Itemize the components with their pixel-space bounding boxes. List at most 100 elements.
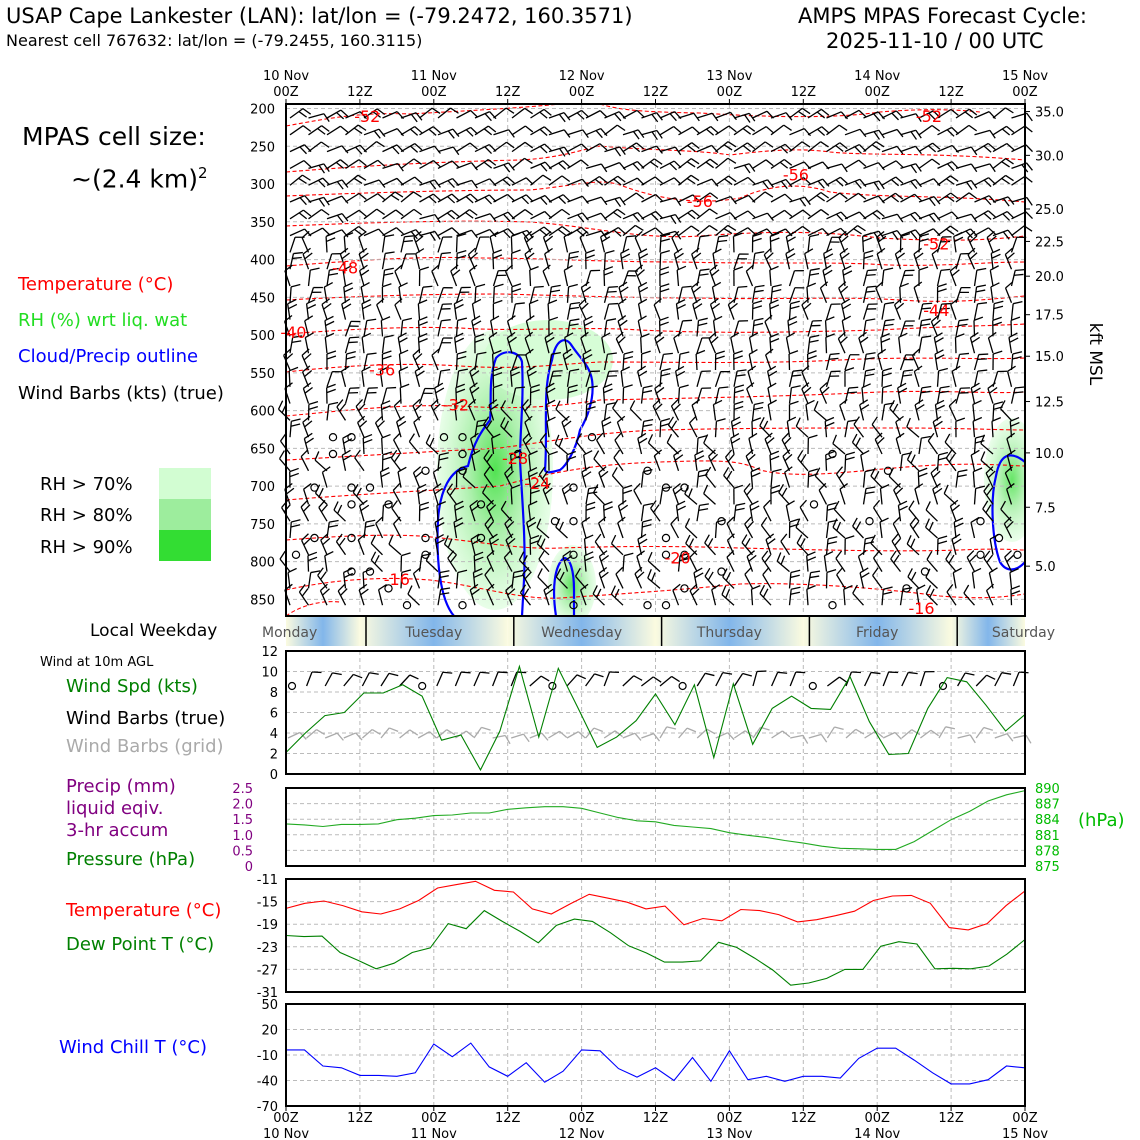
wind-barb — [670, 398, 681, 421]
barb-flag — [764, 554, 772, 563]
barb-flag — [600, 470, 609, 478]
wind-barb — [973, 316, 984, 337]
barb-flag — [1001, 177, 1010, 185]
barb-staff — [566, 303, 572, 320]
barb-flag — [594, 178, 604, 186]
barb-flag — [371, 728, 381, 735]
barb-flag — [889, 399, 895, 409]
barb-flag — [524, 331, 534, 339]
barb-staff — [936, 538, 939, 555]
wind-barb — [788, 400, 799, 421]
barb-staff — [380, 672, 390, 687]
barb-flag — [673, 247, 683, 255]
barb-flag — [836, 521, 842, 531]
barb-flag — [381, 316, 391, 322]
barb-flag — [451, 193, 460, 201]
wind-barb — [973, 369, 988, 387]
wind-barb — [566, 250, 579, 270]
wind-barb — [844, 128, 867, 138]
barb-flag — [471, 370, 480, 377]
wind-barb — [974, 177, 996, 188]
barb-flag — [546, 399, 556, 406]
barb-staff — [825, 237, 833, 253]
wind-barb — [377, 584, 387, 606]
barb-staff — [1004, 556, 1013, 572]
cell-info: Nearest cell 767632: lat/lon = (-79.2455… — [6, 31, 423, 50]
barb-staff — [622, 387, 625, 404]
calm-marker — [569, 483, 578, 492]
wind-barb — [906, 450, 920, 472]
barb-flag — [840, 285, 849, 294]
wind-barb — [691, 399, 701, 421]
barb-flag — [1006, 733, 1014, 742]
barb-staff — [537, 576, 550, 589]
barb-flag — [853, 228, 862, 235]
wind-barb — [824, 416, 835, 438]
barb-flag — [976, 267, 987, 271]
barb-flag — [569, 368, 580, 372]
barb-flag — [872, 567, 879, 576]
barb-flag — [857, 225, 866, 232]
barb-flag — [777, 671, 788, 674]
barb-flag — [538, 550, 545, 560]
barb-flag — [747, 227, 756, 235]
barb-flag — [524, 157, 533, 164]
pressure-tick-label: 550 — [250, 367, 275, 382]
barb-flag — [544, 247, 553, 255]
barb-staff — [412, 472, 421, 488]
wind-barb — [844, 419, 858, 438]
wind-barb — [770, 484, 781, 505]
barb-flag — [510, 450, 520, 456]
wind-barb — [585, 385, 598, 404]
barb-flag — [290, 423, 301, 427]
wind-barb — [930, 466, 941, 488]
wind-barb — [400, 208, 423, 220]
wind-barb — [733, 320, 749, 337]
wind-barb — [881, 301, 895, 320]
barb-flag — [566, 455, 577, 461]
barb-staff — [973, 270, 978, 287]
barb-flag — [530, 539, 540, 545]
barb-flag — [877, 195, 885, 204]
wind-barb — [714, 386, 729, 404]
isotherm-label: -56 — [687, 192, 713, 211]
barb-flag — [976, 284, 986, 288]
barb-flag — [967, 230, 976, 239]
barb-flag — [898, 332, 908, 338]
barb-flag — [915, 404, 925, 411]
barb-flag — [902, 587, 913, 591]
barb-flag — [767, 365, 777, 372]
barb-flag — [395, 227, 404, 235]
barb-staff — [872, 575, 883, 589]
calm-marker — [643, 601, 652, 610]
isotherm-line — [286, 145, 1025, 173]
wind-barb — [1010, 585, 1021, 606]
wind-barb — [522, 567, 532, 589]
wind-barb — [301, 348, 312, 371]
wind-barb — [437, 368, 451, 387]
barb-flag — [725, 571, 732, 581]
barb-staff — [861, 387, 865, 404]
wind-barb — [585, 269, 601, 287]
barb-staff — [509, 370, 513, 387]
barb-flag — [357, 533, 366, 541]
barb-flag — [432, 403, 441, 411]
wind-barb — [379, 366, 390, 387]
wind-barb — [826, 142, 848, 153]
barb-staff — [851, 441, 864, 455]
wind-barb — [948, 398, 957, 421]
barb-flag — [278, 450, 285, 460]
barb-flag — [1013, 391, 1024, 394]
barb-staff — [714, 387, 720, 404]
barb-flag — [932, 483, 941, 490]
barb-staff — [899, 454, 903, 471]
wind-barb — [799, 499, 809, 522]
barb-flag — [382, 350, 392, 355]
wind-barb — [537, 568, 550, 589]
barb-staff — [696, 320, 700, 337]
wind-barb — [936, 283, 947, 303]
barb-staff — [804, 253, 809, 270]
calm-marker — [661, 533, 671, 543]
barb-flag — [326, 350, 337, 355]
barb-staff — [315, 492, 328, 505]
